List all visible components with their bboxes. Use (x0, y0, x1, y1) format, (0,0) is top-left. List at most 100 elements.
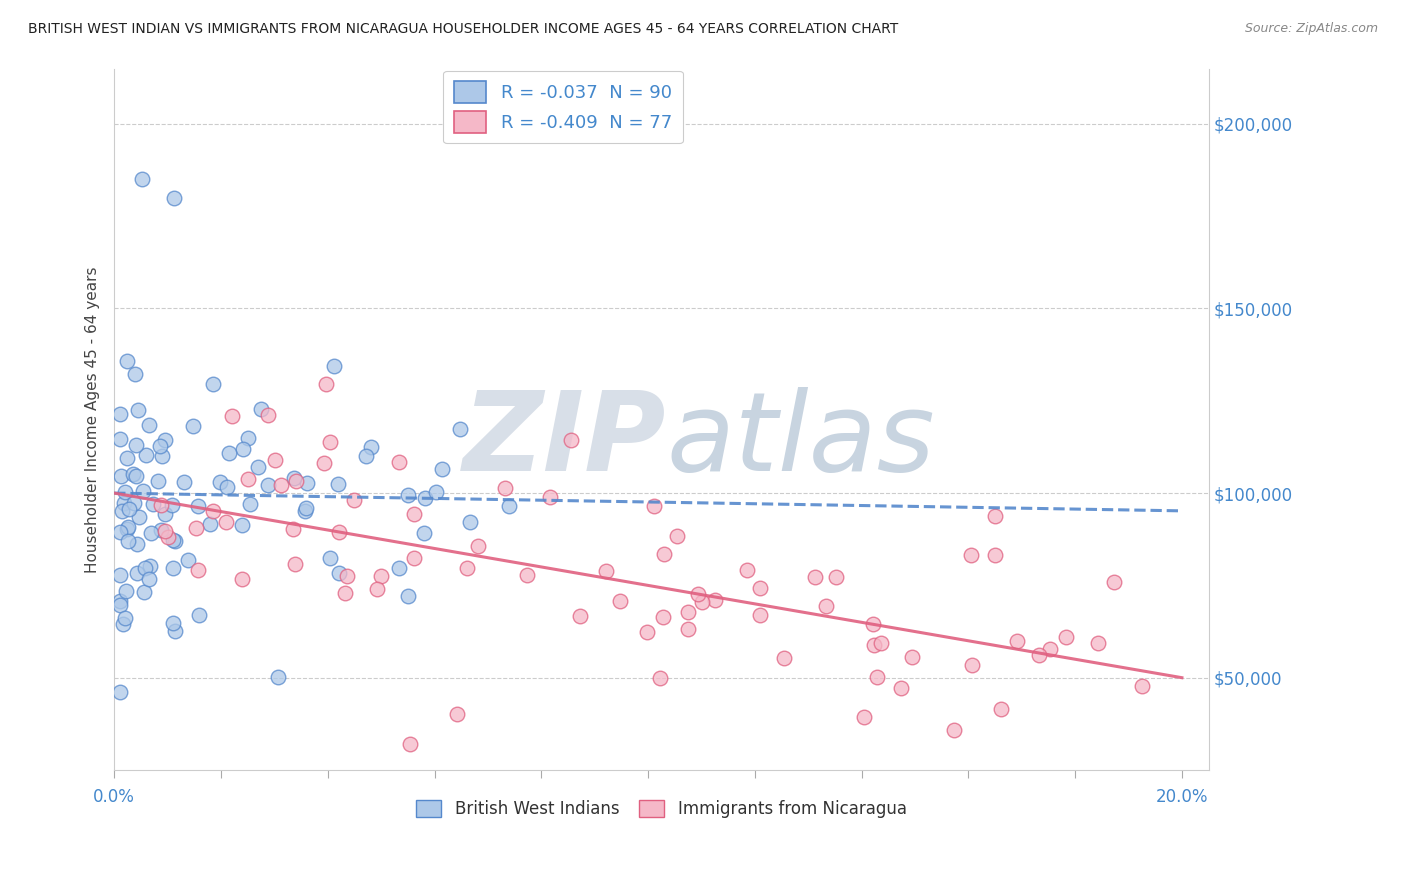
Point (111, 617, 134, 632)
Point (117, 451, 139, 466)
Point (209, 475, 232, 490)
Legend: British West Indians, Immigrants from Nicaragua: British West Indians, Immigrants from Ni… (409, 793, 914, 825)
Point (155, 507, 177, 521)
Y-axis label: Householder Income Ages 45 - 64 years: Householder Income Ages 45 - 64 years (86, 266, 100, 573)
Point (402, 507, 425, 521)
Point (335, 586, 357, 600)
Point (118, 502, 141, 516)
Point (201, 504, 224, 518)
Point (232, 442, 254, 457)
Point (263, 453, 285, 467)
Point (283, 471, 305, 485)
Point (181, 418, 204, 433)
Point (138, 573, 160, 587)
Point (124, 496, 146, 510)
Point (115, 353, 138, 368)
Point (322, 359, 344, 374)
Point (595, 564, 617, 578)
Point (117, 534, 139, 549)
Point (215, 516, 238, 530)
Point (560, 433, 582, 447)
Point (270, 478, 292, 492)
Point (146, 474, 169, 488)
Point (162, 561, 184, 575)
Point (366, 582, 388, 596)
Point (866, 670, 889, 684)
Point (112, 496, 135, 510)
Point (173, 475, 195, 490)
Point (141, 525, 163, 540)
Point (150, 450, 173, 464)
Point (231, 517, 253, 532)
Point (735, 563, 758, 577)
Point (110, 468, 132, 483)
Point (494, 481, 516, 495)
Point (430, 461, 453, 475)
Point (218, 446, 240, 460)
Point (162, 533, 184, 547)
Point (984, 508, 1007, 523)
Point (456, 560, 478, 574)
Point (128, 510, 150, 524)
Point (748, 581, 770, 595)
Point (319, 551, 342, 566)
Point (498, 499, 520, 513)
Point (686, 587, 709, 601)
Point (862, 617, 884, 632)
Point (108, 524, 131, 539)
Point (690, 595, 713, 609)
Point (315, 377, 337, 392)
Point (138, 418, 160, 433)
Point (127, 566, 149, 580)
Point (108, 685, 131, 699)
Point (388, 455, 411, 469)
Point (114, 610, 136, 624)
Point (186, 521, 208, 535)
Point (295, 501, 318, 516)
Point (142, 497, 165, 511)
Point (863, 638, 886, 652)
Point (139, 559, 162, 574)
Point (257, 477, 280, 491)
Text: Source: ZipAtlas.com: Source: ZipAtlas.com (1244, 22, 1378, 36)
Point (160, 498, 183, 512)
Point (122, 467, 145, 482)
Point (236, 431, 259, 445)
Point (651, 610, 673, 624)
Point (984, 548, 1007, 562)
Point (187, 563, 209, 577)
Point (943, 723, 966, 737)
Point (177, 552, 200, 566)
Text: atlas: atlas (666, 387, 935, 494)
Point (398, 737, 420, 751)
Point (901, 650, 924, 665)
Point (568, 609, 591, 624)
Point (108, 567, 131, 582)
Point (250, 402, 273, 417)
Point (538, 490, 561, 504)
Text: 20.0%: 20.0% (1156, 789, 1208, 806)
Point (402, 551, 425, 566)
Point (150, 523, 173, 537)
Point (201, 376, 224, 391)
Point (124, 367, 146, 381)
Point (1087, 636, 1109, 650)
Point (135, 448, 157, 462)
Point (114, 484, 136, 499)
Point (247, 459, 270, 474)
Point (852, 709, 875, 723)
Text: ZIP: ZIP (464, 387, 666, 494)
Point (115, 522, 138, 536)
Point (295, 476, 318, 491)
Point (108, 599, 131, 613)
Point (643, 499, 665, 513)
Point (231, 572, 253, 586)
Text: BRITISH WEST INDIAN VS IMMIGRANTS FROM NICARAGUA HOUSEHOLDER INCOME AGES 45 - 64: BRITISH WEST INDIAN VS IMMIGRANTS FROM N… (28, 22, 898, 37)
Point (990, 702, 1012, 716)
Point (1028, 648, 1050, 662)
Point (198, 516, 221, 531)
Point (328, 566, 350, 581)
Point (370, 569, 392, 583)
Point (108, 593, 131, 607)
Point (256, 408, 278, 422)
